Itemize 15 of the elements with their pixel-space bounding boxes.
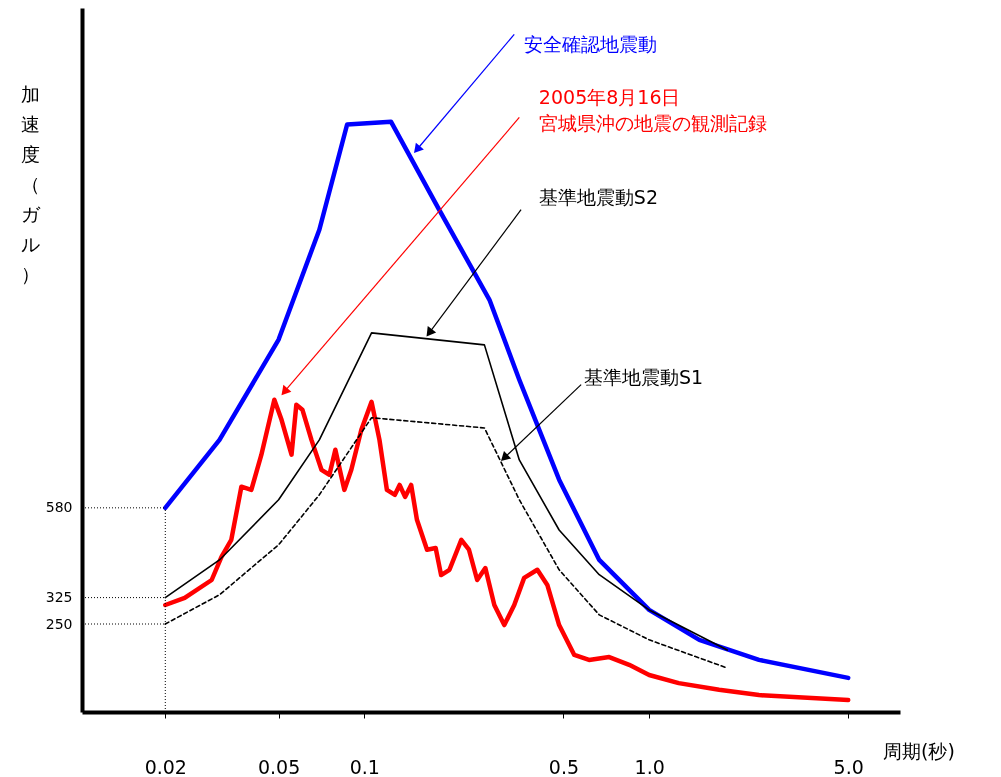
y-axis-title: 加速度（ガル）	[20, 83, 41, 285]
text: 2005年8月16日宮城県沖の地震の観測記録	[538, 85, 767, 134]
text: 基準地震動S1	[583, 365, 704, 388]
y-tick-label: 325	[45, 589, 73, 606]
text: 安全確認地震動	[524, 32, 658, 55]
x-tick-label: 0.02	[144, 755, 187, 777]
x-tick-label: 5.0	[833, 755, 864, 777]
text: 基準地震動S2	[538, 185, 659, 208]
x-tick-label: 0.5	[548, 755, 580, 777]
x-tick-label: 0.1	[349, 755, 380, 777]
x-axis-title: 周期(秒)	[883, 740, 955, 762]
x-tick-label: 1.0	[634, 755, 665, 777]
x-tick-label: 0.05	[257, 755, 301, 777]
y-tick-label: 580	[45, 499, 73, 516]
y-tick-label: 250	[45, 615, 73, 632]
